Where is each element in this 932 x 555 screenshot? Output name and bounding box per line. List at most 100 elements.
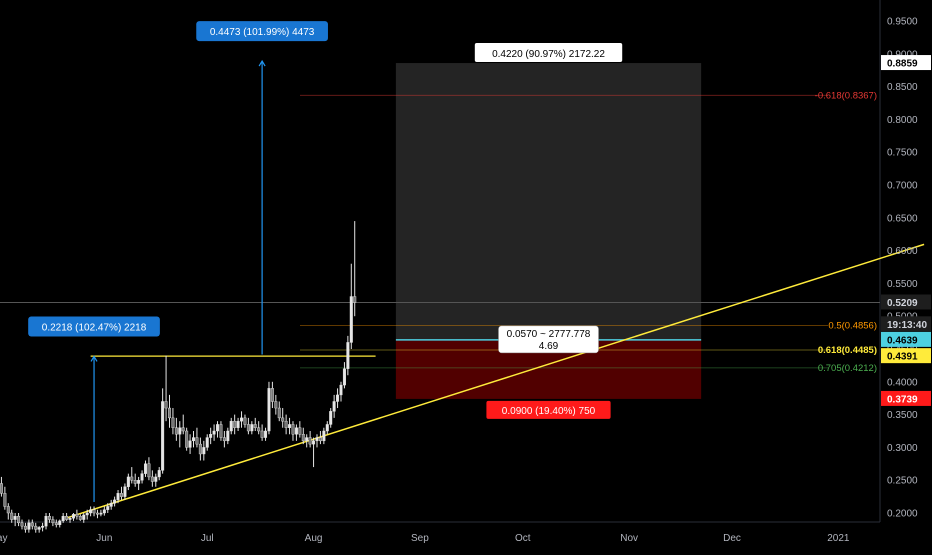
candle-body: [126, 476, 130, 487]
candle-body: [164, 401, 168, 409]
candle-body: [209, 434, 213, 438]
price-axis-tag-label: 0.4639: [887, 335, 918, 346]
measure-arrowhead: [90, 355, 98, 362]
risk-reward-box: [498, 325, 599, 354]
candle-body: [301, 434, 305, 442]
candle-body: [174, 427, 178, 435]
candle-body: [157, 470, 161, 478]
x-tick-label: 2021: [827, 533, 850, 544]
candle-body: [185, 430, 189, 448]
candle-body: [192, 437, 196, 442]
candle-body: [27, 522, 31, 530]
candle-body: [240, 417, 244, 422]
measure-label-box: [196, 21, 328, 42]
candle-body: [34, 525, 38, 530]
measure-label: 0.4473 (101.99%) 4473: [210, 27, 315, 38]
candle-body: [233, 420, 237, 428]
candle-body: [284, 420, 288, 428]
candle-body: [212, 430, 216, 435]
x-tick-label: Dec: [723, 533, 741, 544]
candle-body: [294, 427, 298, 435]
candle-body: [41, 525, 45, 528]
candle-body: [264, 430, 268, 438]
x-tick-label: Sep: [411, 533, 429, 544]
candle-body: [61, 516, 65, 522]
candle-body: [113, 499, 117, 504]
candle-body: [322, 430, 326, 442]
candle-body: [349, 296, 353, 343]
price-axis-tag-label: 19:13:40: [887, 320, 927, 331]
candle-body: [195, 437, 199, 445]
candle-body: [298, 427, 302, 435]
x-tick-label: Jul: [201, 533, 214, 544]
risk-reward-label: 0.0570 ~ 2777.778: [507, 329, 591, 340]
target-label: 0.4220 (90.97%) 2172.22: [492, 49, 605, 60]
candle-body: [270, 388, 274, 402]
candle-body: [161, 401, 165, 471]
candle-body: [198, 443, 202, 455]
stop-label: 0.0900 (19.40%) 750: [502, 406, 596, 417]
fib-label: 0.705(0.4212): [818, 363, 877, 374]
y-tick-label: 0.8500: [887, 82, 918, 93]
candle-body: [188, 440, 192, 448]
candle-body: [346, 342, 350, 369]
x-tick-label: May: [0, 533, 7, 544]
y-tick-label: 0.9500: [887, 17, 918, 28]
candle-body: [137, 480, 141, 484]
x-tick-label: Aug: [305, 533, 323, 544]
candle-body: [150, 476, 154, 482]
candle-body: [92, 509, 96, 514]
candle-body: [78, 516, 82, 520]
candle-body: [318, 437, 322, 442]
candle-body: [20, 522, 24, 527]
stop-label-box: [486, 400, 611, 419]
candle-body: [229, 420, 233, 432]
target-label-box: [474, 43, 623, 63]
candle-body: [305, 437, 309, 442]
candle-body: [336, 394, 340, 402]
candle-body: [3, 493, 7, 507]
candle-body: [246, 424, 250, 432]
price-axis-tag: [881, 316, 931, 332]
candle-body: [315, 437, 319, 442]
candle-body: [99, 512, 103, 515]
candle-body: [332, 401, 336, 412]
candle-body: [51, 519, 55, 524]
candle-body: [13, 516, 17, 520]
candle-body: [30, 522, 34, 527]
x-tick-label: Oct: [515, 533, 531, 544]
candle-body: [119, 493, 123, 497]
price-axis-tag: [881, 390, 931, 406]
candle-body: [353, 296, 357, 303]
candle-body: [339, 384, 343, 396]
ascending-trendline: [66, 243, 925, 519]
measure-label: 0.2218 (102.47%) 2218: [42, 322, 147, 333]
price-axis-tag: [881, 331, 931, 347]
y-tick-label: 0.2500: [887, 476, 918, 487]
y-tick-label: 0.7000: [887, 181, 918, 192]
y-tick-label: 0.6500: [887, 213, 918, 224]
y-tick-label: 0.7500: [887, 148, 918, 159]
y-tick-label: 0.3500: [887, 410, 918, 421]
candle-body: [171, 417, 175, 428]
y-tick-label: 0.2000: [887, 509, 918, 520]
candle-body: [260, 430, 264, 438]
candle-body: [267, 388, 271, 432]
fib-label: -0.618(0.8367): [815, 90, 877, 101]
measure-arrowhead: [258, 59, 266, 67]
candle-body: [216, 424, 220, 432]
candle-body: [308, 437, 312, 445]
candle-body: [226, 430, 230, 442]
candle-body: [167, 407, 171, 419]
candle-body: [236, 420, 240, 428]
candle-body: [65, 516, 69, 520]
candle-body: [37, 527, 41, 530]
price-axis-tag: [881, 55, 931, 71]
candle-body: [219, 424, 223, 438]
candle-body: [205, 437, 209, 448]
candle-body: [288, 424, 292, 428]
candle-body: [181, 427, 185, 432]
candle-body: [0, 483, 3, 494]
